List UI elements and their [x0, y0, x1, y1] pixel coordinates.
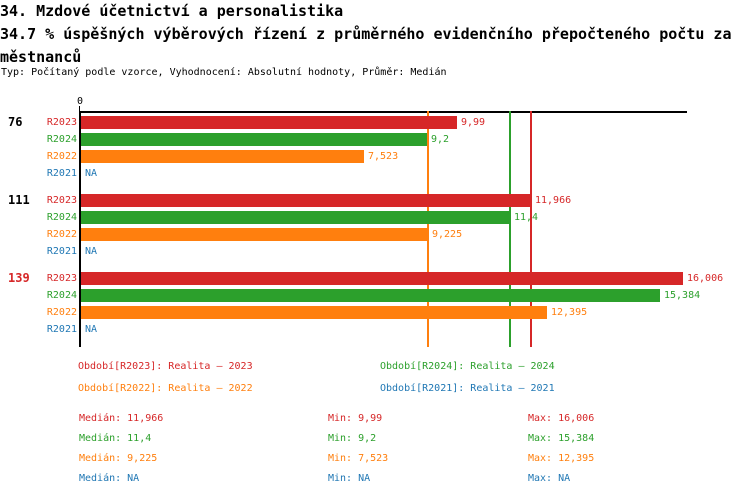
series-row-label: R2024 [46, 134, 77, 145]
bar [81, 306, 547, 319]
stat-median-value: Medián: 11,966 [79, 413, 164, 424]
stat-median-value: Medián: 9,225 [79, 453, 158, 464]
chart-heading: 34. Mzdové účetnictví a personalistika 3… [0, 0, 732, 69]
bar [81, 289, 660, 302]
chart-subtitle-line-2: městnanců [0, 48, 82, 66]
y-axis-line [79, 111, 81, 347]
series-row-label: R2023 [46, 273, 77, 284]
bar [81, 133, 427, 146]
legend-item: Období[R2024]: Realita – 2024 [380, 361, 555, 372]
bar-value-label: 12,395 [551, 307, 588, 318]
chart-subtitle-line-1: 34.7 % úspěšných výběrových řízení z prů… [0, 25, 732, 43]
bar [81, 150, 364, 163]
legend-item: Období[R2021]: Realita – 2021 [380, 383, 555, 394]
series-row-label: R2022 [46, 229, 77, 240]
x-axis-origin-tick [79, 106, 80, 111]
series-row-label: R2021 [46, 246, 77, 257]
bar-value-label: 15,384 [664, 290, 701, 301]
median-reference-line [427, 111, 429, 347]
series-row-label: R2024 [46, 290, 77, 301]
bar-na-label: NA [85, 324, 98, 335]
series-row-label: R2022 [46, 307, 77, 318]
stat-min-value: Min: 9,99 [328, 413, 383, 424]
bar-na-label: NA [85, 168, 98, 179]
chart-title: 34. Mzdové účetnictví a personalistika [0, 2, 344, 20]
x-axis-origin-label: 0 [76, 96, 84, 107]
bar-value-label: 9,99 [461, 117, 486, 128]
bar [81, 194, 531, 207]
bar-value-label: 9,225 [432, 229, 463, 240]
stat-max-value: Max: 16,006 [528, 413, 595, 424]
series-row-label: R2022 [46, 151, 77, 162]
bar [81, 228, 428, 241]
stat-min-value: Min: 9,2 [328, 433, 377, 444]
top-axis-line [80, 111, 687, 113]
chart-meta-line: Typ: Počítaný podle vzorce, Vyhodnocení:… [1, 67, 447, 78]
median-reference-line [509, 111, 511, 347]
stat-median-value: Medián: 11,4 [79, 433, 152, 444]
legend-item: Období[R2023]: Realita – 2023 [78, 361, 253, 372]
series-row-label: R2023 [46, 117, 77, 128]
bar-value-label: 11,4 [514, 212, 539, 223]
bar-value-label: 7,523 [368, 151, 399, 162]
bar-value-label: 9,2 [431, 134, 450, 145]
group-label: 139 [8, 271, 30, 285]
stat-max-value: Max: 12,395 [528, 453, 595, 464]
series-row-label: R2021 [46, 168, 77, 179]
stat-max-value: Max: NA [528, 473, 571, 484]
bar [81, 211, 510, 224]
stat-min-value: Min: NA [328, 473, 371, 484]
group-label: 76 [8, 115, 23, 129]
series-row-label: R2024 [46, 212, 77, 223]
bar-value-label: 11,966 [535, 195, 572, 206]
stat-min-value: Min: 7,523 [328, 453, 389, 464]
bar-na-label: NA [85, 246, 98, 257]
bar-value-label: 16,006 [687, 273, 724, 284]
bar [81, 272, 683, 285]
group-label: 111 [8, 193, 30, 207]
series-row-label: R2021 [46, 324, 77, 335]
series-row-label: R2023 [46, 195, 77, 206]
stat-max-value: Max: 15,384 [528, 433, 595, 444]
legend-item: Období[R2022]: Realita – 2022 [78, 383, 253, 394]
median-reference-line [530, 111, 532, 347]
bar [81, 116, 457, 129]
stat-median-value: Medián: NA [79, 473, 140, 484]
